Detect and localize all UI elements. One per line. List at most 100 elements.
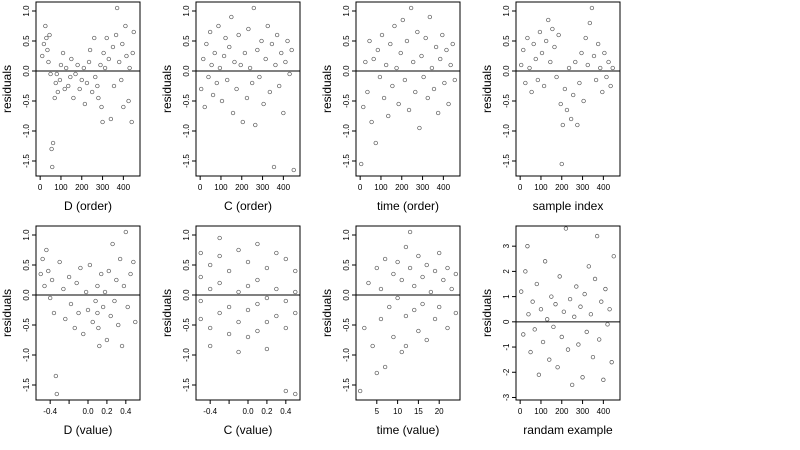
- x-tick-label: 0.0: [82, 407, 94, 416]
- data-point: [232, 59, 237, 65]
- data-point: [90, 319, 95, 325]
- y-tick-label: 0.5: [342, 259, 351, 271]
- data-point: [114, 277, 119, 283]
- data-point: [531, 41, 536, 47]
- y-axis-label: residuals: [320, 65, 334, 113]
- data-point: [202, 104, 207, 110]
- data-point: [382, 256, 388, 262]
- data-point: [106, 268, 111, 274]
- data-point: [377, 74, 383, 80]
- data-point: [609, 360, 614, 365]
- y-tick-label: 1.0: [182, 5, 191, 17]
- x-axis-label: time (order): [377, 199, 439, 213]
- data-point: [432, 268, 438, 274]
- data-point: [108, 313, 113, 319]
- x-tick-label: 15: [414, 407, 423, 416]
- data-point: [363, 59, 368, 65]
- data-point: [399, 277, 404, 283]
- y-tick-label: -1.5: [342, 154, 351, 168]
- data-point: [544, 38, 549, 44]
- data-point: [416, 328, 421, 334]
- data-point: [117, 59, 122, 65]
- data-point: [90, 89, 95, 95]
- data-point: [564, 107, 570, 113]
- data-point: [236, 349, 241, 355]
- data-point: [537, 29, 543, 35]
- x-axis-label: time (value): [377, 423, 440, 437]
- data-point: [428, 289, 434, 295]
- data-point: [41, 41, 47, 47]
- data-point: [437, 250, 442, 256]
- plot-frame: [195, 1, 301, 177]
- data-point: [387, 304, 392, 310]
- data-point: [236, 247, 241, 253]
- data-point: [381, 95, 387, 101]
- data-point: [419, 53, 424, 59]
- data-point: [539, 50, 545, 56]
- plot-frame: [355, 1, 461, 177]
- data-point: [46, 59, 51, 65]
- y-tick-label: 0.0: [342, 65, 351, 77]
- data-point: [40, 256, 45, 262]
- data-point: [242, 50, 248, 56]
- data-point: [572, 314, 577, 319]
- data-point: [54, 71, 59, 77]
- y-axis-label: residuals: [160, 289, 174, 337]
- data-point: [607, 307, 612, 312]
- data-point: [92, 35, 97, 41]
- data-point: [208, 286, 213, 292]
- data-point: [208, 325, 213, 331]
- data-point: [446, 101, 451, 107]
- data-point: [121, 283, 127, 289]
- data-point: [227, 44, 232, 50]
- data-point: [567, 296, 573, 302]
- data-point: [79, 77, 84, 83]
- x-tick-label: 5: [375, 407, 380, 416]
- data-point: [208, 262, 213, 268]
- panel-time-order: 0 100 200 300 400 -1.5 -1.0 -0.5 0.0 0.5 1.0 time (…: [320, 1, 461, 213]
- data-point: [48, 71, 53, 77]
- data-point: [123, 229, 128, 235]
- data-point: [421, 74, 426, 80]
- data-point: [570, 382, 575, 388]
- plot-frame: [515, 225, 621, 401]
- data-point: [216, 23, 221, 29]
- data-point: [226, 268, 232, 274]
- data-point: [274, 32, 280, 38]
- data-point: [601, 377, 606, 382]
- data-point: [253, 122, 258, 128]
- data-point: [519, 289, 524, 294]
- data-point: [274, 286, 279, 292]
- data-point: [116, 322, 121, 328]
- x-tick-label: 0.4: [120, 407, 132, 416]
- x-axis-label: sample index: [533, 199, 604, 213]
- data-point: [74, 280, 79, 286]
- data-point: [133, 319, 138, 325]
- data-point: [217, 65, 223, 71]
- x-axis-label: C (order): [224, 199, 272, 213]
- x-tick-label: 400: [277, 183, 291, 192]
- data-point: [93, 74, 98, 80]
- data-point: [563, 226, 569, 231]
- data-point: [198, 298, 203, 304]
- data-point: [571, 92, 576, 98]
- data-point: [556, 32, 561, 38]
- data-point: [217, 235, 222, 241]
- data-point: [60, 50, 66, 56]
- data-point: [78, 265, 83, 271]
- data-point: [117, 256, 123, 262]
- panel-d-value: -0.4 0.0 0.2 0.4 -1.5 -1.0 -0.5 0.0 0.5 1.0 D (val…: [0, 225, 141, 437]
- y-tick-label: 3: [502, 243, 511, 248]
- y-tick-label: 1.0: [342, 5, 351, 17]
- data-point: [274, 313, 279, 319]
- y-tick-label: 2: [502, 269, 511, 274]
- data-point: [130, 50, 135, 56]
- data-point: [404, 38, 410, 44]
- data-point: [106, 56, 111, 62]
- data-point: [395, 259, 400, 265]
- plot-frame: [195, 225, 301, 401]
- data-point: [403, 313, 409, 319]
- data-point: [209, 62, 214, 68]
- data-point: [81, 65, 86, 71]
- x-tick-label: 0.0: [242, 407, 254, 416]
